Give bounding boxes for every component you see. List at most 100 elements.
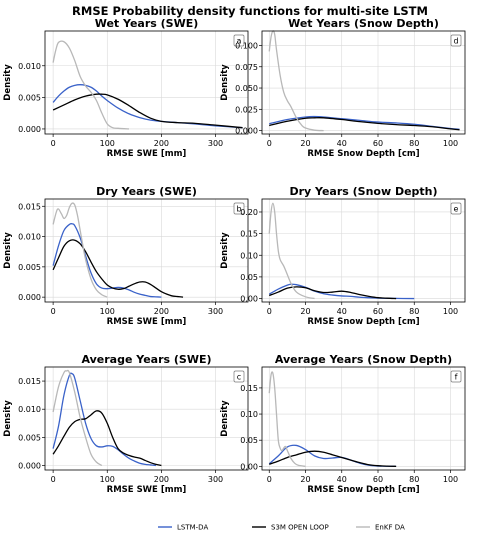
y-tick-label: 0.000 <box>235 127 258 136</box>
x-tick-label: 100 <box>100 307 115 316</box>
plot-frame <box>44 30 249 135</box>
panel-label-box <box>233 370 245 383</box>
y-tick-label: 0.015 <box>18 377 41 386</box>
x-tick-label: 300 <box>208 475 223 484</box>
y-tick-label: 0.20 <box>240 208 258 217</box>
x-tick-label: 100 <box>443 307 458 316</box>
x-tick-label: 80 <box>409 475 419 484</box>
plot-frame <box>261 366 466 471</box>
panel-label: c <box>237 373 241 382</box>
y-tick-label: 0.00 <box>240 462 258 471</box>
y-tick-label: 0.00 <box>240 295 258 304</box>
x-tick-label: 300 <box>208 139 223 148</box>
panel-label: a <box>237 37 242 46</box>
legend-label: S3M OPEN LOOP <box>271 524 329 532</box>
x-tick-label: 100 <box>100 139 115 148</box>
x-axis-label: RMSE SWE [mm] <box>107 317 187 327</box>
x-tick-label: 0 <box>51 307 56 316</box>
y-tick-label: 0.05 <box>240 436 258 445</box>
x-axis-label: RMSE SWE [mm] <box>107 149 187 159</box>
x-axis-label: RMSE SWE [mm] <box>107 485 187 495</box>
y-tick-label: 0.005 <box>18 433 41 442</box>
y-axis-label: Density <box>220 64 230 101</box>
figure-title: RMSE Probability density functions for m… <box>72 4 428 18</box>
y-tick-label: 0.10 <box>240 251 258 260</box>
x-tick-label: 40 <box>337 139 347 148</box>
x-tick-label: 100 <box>443 139 458 148</box>
series-line-enkf-da <box>52 202 108 298</box>
legend-label: EnKF DA <box>375 524 405 532</box>
series-line-enkf-da <box>268 202 315 300</box>
x-tick-label: 0 <box>267 307 272 316</box>
series-line-lstm-da <box>268 283 415 300</box>
x-axis-label: RMSE Snow Depth [cm] <box>307 485 419 495</box>
y-axis-label: Density <box>3 400 13 437</box>
series-line-lstm-da <box>269 115 460 130</box>
x-tick-label: 0 <box>267 139 272 148</box>
series-line-lstm-da <box>52 223 162 298</box>
panel-title: Average Years (Snow Depth) <box>275 353 452 366</box>
x-tick-label: 0 <box>267 475 272 484</box>
y-axis-label: Density <box>3 232 13 269</box>
x-tick-label: 40 <box>337 307 347 316</box>
panel-title: Wet Years (Snow Depth) <box>288 17 439 30</box>
panel-label-box <box>450 34 462 47</box>
y-tick-label: 0.005 <box>18 93 41 102</box>
x-tick-label: 100 <box>100 475 115 484</box>
panel-b: 0 100 200 300 0.000 0.005 0.010 0.015 Dry Years … <box>3 185 249 327</box>
x-tick-label: 80 <box>409 307 419 316</box>
series-line-s3m-open-loop <box>52 239 184 298</box>
x-tick-label: 0 <box>51 139 56 148</box>
x-tick-label: 20 <box>300 475 310 484</box>
x-tick-label: 80 <box>409 139 419 148</box>
series-line-s3m-open-loop <box>52 410 162 467</box>
x-tick-label: 100 <box>443 475 458 484</box>
x-tick-label: 200 <box>154 307 169 316</box>
series-line-s3m-open-loop <box>269 117 460 131</box>
panel-title: Dry Years (SWE) <box>96 185 197 198</box>
y-tick-label: 0.000 <box>18 125 41 134</box>
panel-title: Wet Years (SWE) <box>95 17 199 30</box>
x-tick-label: 20 <box>300 307 310 316</box>
y-tick-label: 0.010 <box>18 233 41 242</box>
y-tick-label: 0.000 <box>18 461 41 470</box>
series-line-s3m-open-loop <box>269 286 397 300</box>
y-tick-label: 0.005 <box>18 263 41 272</box>
x-axis-label: RMSE Snow Depth [cm] <box>307 149 419 159</box>
y-tick-label: 0.000 <box>18 293 41 302</box>
panel-label: d <box>453 37 458 46</box>
y-tick-label: 0.15 <box>240 230 258 239</box>
y-tick-label: 0.015 <box>18 202 41 211</box>
x-tick-label: 200 <box>154 475 169 484</box>
panel-label-box <box>450 202 462 215</box>
y-tick-label: 0.100 <box>235 41 258 50</box>
y-axis-label: Density <box>3 64 13 101</box>
panel-f: 0 20 40 60 80 100 0.00 0.05 0.10 0.15 Average Year… <box>220 353 466 495</box>
panel-label-box <box>233 34 245 47</box>
x-tick-label: 40 <box>337 475 347 484</box>
series-line-enkf-da <box>52 369 103 467</box>
panel-c: 0 100 200 300 0.000 0.005 0.010 0.015 Average Ye… <box>3 353 249 495</box>
y-tick-label: 0.010 <box>18 62 41 71</box>
plot-frame <box>44 366 249 471</box>
series-line-lstm-da <box>52 372 157 467</box>
x-tick-label: 60 <box>373 139 383 148</box>
series-line-s3m-open-loop <box>52 93 243 129</box>
x-axis-label: RMSE Snow Depth [cm] <box>307 317 419 327</box>
x-tick-label: 200 <box>154 139 169 148</box>
y-axis-label: Density <box>220 232 230 269</box>
panel-label-box <box>450 370 462 383</box>
panel-label: b <box>236 205 241 214</box>
panel-label: e <box>454 205 459 214</box>
y-tick-label: 0.05 <box>240 273 258 282</box>
y-tick-label: 0.050 <box>235 84 258 93</box>
y-tick-label: 0.010 <box>18 405 41 414</box>
panel-title: Dry Years (Snow Depth) <box>289 185 437 198</box>
plot-frame <box>44 198 249 303</box>
series-line-enkf-da <box>52 40 129 130</box>
plot-frame <box>261 198 466 303</box>
y-tick-label: 0.15 <box>240 384 258 393</box>
panel-label-box <box>233 202 245 215</box>
x-tick-label: 60 <box>373 307 383 316</box>
